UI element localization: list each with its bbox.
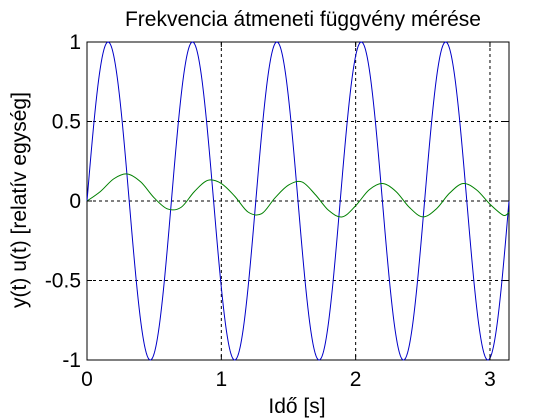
- y-tick-label: 0: [69, 190, 81, 213]
- x-tick-label: 3: [484, 368, 496, 391]
- input-signal-line: [86, 41, 510, 361]
- y-tick-label: -0.5: [45, 270, 81, 293]
- output-response-line: [86, 173, 510, 218]
- y-axis-label: y(t) u(t) [relatív egység]: [8, 92, 31, 308]
- y-tick-labels: -1 -0.5 0 0.5 1: [45, 31, 81, 372]
- tick-marks: [86, 41, 509, 361]
- x-tick-label: 0: [81, 368, 93, 391]
- plot-area: [86, 41, 510, 361]
- y-tick-label: 1: [69, 31, 81, 54]
- x-tick-labels: 0 1 2 3: [81, 368, 496, 391]
- y-tick-label: -1: [62, 349, 81, 372]
- series-lines: [86, 41, 510, 361]
- x-tick-label: 2: [350, 368, 362, 391]
- x-tick-label: 1: [215, 368, 227, 391]
- chart-title: Frekvencia átmeneti függvény mérése: [125, 8, 481, 31]
- x-axis-label: Idő [s]: [268, 395, 325, 418]
- y-tick-label: 0.5: [52, 111, 81, 134]
